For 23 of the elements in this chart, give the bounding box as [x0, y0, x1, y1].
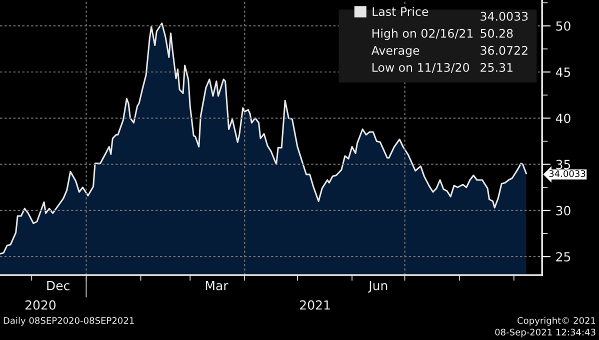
x2-tick-label: 2020 [25, 300, 56, 310]
text: Daily 08SEP2020-08SEP2021 [4, 316, 134, 326]
annotation: 50.28 [480, 28, 513, 38]
y-tick-label: 50 [556, 21, 570, 31]
x-tick-label: Dec [47, 281, 70, 290]
y-tick-label: 30 [556, 206, 570, 216]
y-tick-label: 35 [556, 160, 570, 170]
annotation: Average [371, 46, 420, 58]
y-tick-label: 45 [556, 68, 570, 77]
x2-tick-label: 2021 [300, 300, 330, 310]
text: Copyright© 2021 [518, 316, 596, 326]
y-tick-label: 25 [556, 252, 570, 262]
text: 08-Sep-2021 12:34:43 [495, 328, 596, 338]
y-tick-label: 40 [556, 114, 570, 124]
annotation: 36.0722 [480, 46, 528, 55]
x-tick-label: Jun [368, 281, 388, 293]
annotation: Low on 11/13/20 [372, 62, 470, 73]
annotation: 34.0033 [480, 12, 528, 21]
annotation: 25.31 [480, 62, 512, 72]
annotation: High on 02/16/21 [372, 28, 473, 40]
x-tick-label: Mar [206, 281, 228, 290]
annotation: 34.0033 [549, 170, 586, 178]
legend-label: Last Price [372, 6, 428, 16]
